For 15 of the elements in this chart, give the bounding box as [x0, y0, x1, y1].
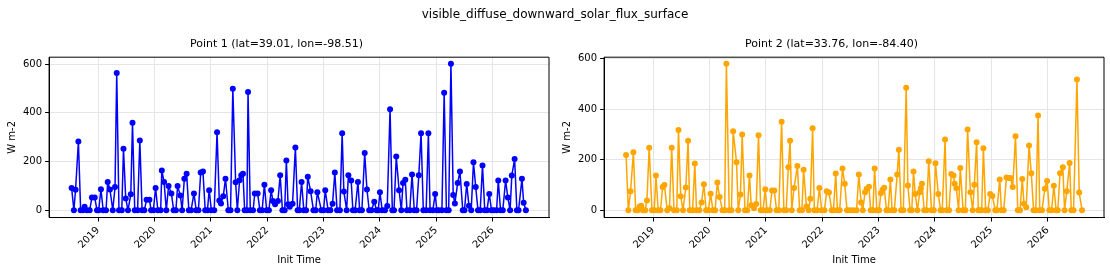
y-tick-label: 400	[577, 102, 598, 114]
y-tick-label: 0	[35, 203, 43, 215]
y-tick-label: 600	[22, 57, 43, 69]
y-tick-label: 0	[590, 203, 598, 215]
y-axis-title: W m-2	[560, 120, 572, 154]
x-axis-title: Init Time	[277, 253, 321, 265]
x-axis-title: Init Time	[832, 253, 876, 265]
chart-title: Point 1 (lat=39.01, lon=-98.51)	[189, 37, 364, 51]
text: visible_diffuse_downward_solar_flux_surface	[420, 7, 690, 21]
chart-title: Point 2 (lat=33.76, lon=-84.40)	[744, 37, 919, 51]
y-tick-label: 400	[22, 106, 43, 118]
y-tick-label: 600	[577, 52, 598, 64]
y-axis-title: W m-2	[5, 120, 17, 154]
y-tick-label: 200	[22, 155, 43, 167]
y-tick-label: 200	[577, 153, 598, 165]
